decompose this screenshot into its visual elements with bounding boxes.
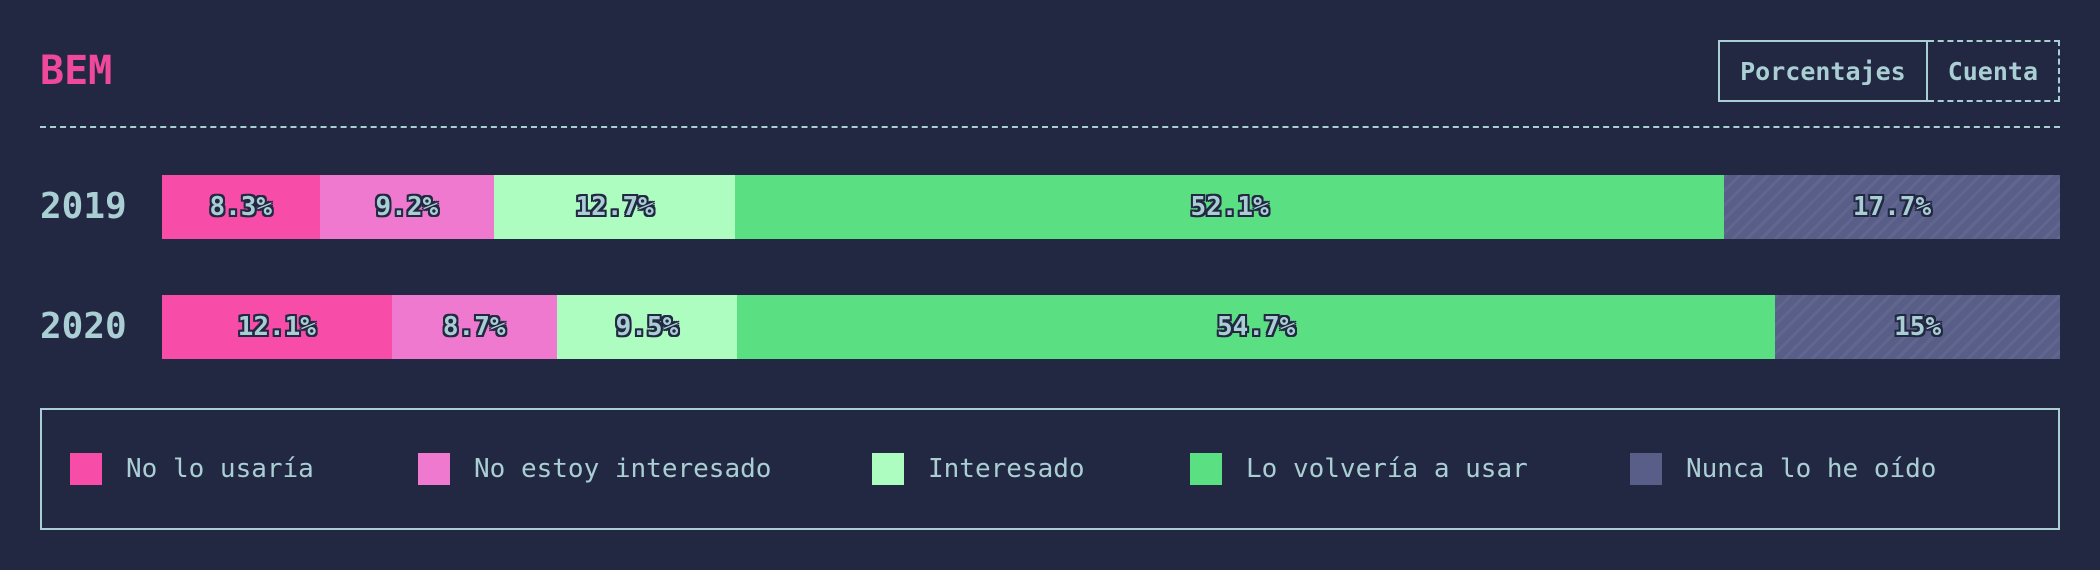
legend-item[interactable]: No lo usaría — [70, 410, 314, 528]
count-button[interactable]: Cuenta — [1927, 40, 2060, 102]
bar-segment[interactable]: 9.5% — [556, 295, 738, 359]
legend-swatch — [1630, 453, 1662, 485]
bar-segment[interactable]: 54.7% — [737, 295, 1776, 359]
chart-title: BEM — [40, 48, 113, 94]
data-label: 9.2% — [375, 192, 439, 222]
legend: No lo usaría No estoy interesado Interes… — [40, 408, 2060, 530]
legend-item[interactable]: Lo volvería a usar — [1190, 410, 1528, 528]
row-label: 2020 — [40, 306, 127, 347]
stacked-bar: 12.1% 8.7% 9.5% 54.7% 15% — [162, 295, 2060, 359]
bar-segment[interactable]: 15% — [1775, 295, 2060, 359]
bar-segment[interactable]: 52.1% — [735, 175, 1725, 239]
chart-header: BEM Porcentajes Cuenta — [40, 40, 2060, 128]
legend-label: Nunca lo he oído — [1686, 454, 1937, 484]
bar-segment[interactable]: 8.3% — [162, 175, 320, 239]
data-label: 8.3% — [209, 192, 273, 222]
data-label: 54.7% — [1217, 312, 1296, 342]
legend-swatch — [1190, 453, 1222, 485]
data-label: 52.1% — [1190, 192, 1269, 222]
legend-item[interactable]: No estoy interesado — [418, 410, 771, 528]
bar-segment[interactable]: 9.2% — [319, 175, 495, 239]
data-label: 15% — [1894, 312, 1942, 342]
bar-segment[interactable]: 12.7% — [494, 175, 736, 239]
stacked-bar: 8.3% 9.2% 12.7% 52.1% 17.7% — [162, 175, 2060, 239]
legend-label: No lo usaría — [126, 454, 314, 484]
bar-row: 2019 8.3% 9.2% 12.7% 52.1% 17.7% — [40, 175, 2060, 239]
bar-segment[interactable]: 8.7% — [391, 295, 557, 359]
legend-item[interactable]: Nunca lo he oído — [1630, 410, 1936, 528]
legend-swatch — [872, 453, 904, 485]
percentages-button[interactable]: Porcentajes — [1718, 40, 1928, 102]
bar-segment[interactable]: 17.7% — [1724, 175, 2060, 239]
legend-label: Lo volvería a usar — [1246, 454, 1528, 484]
bar-segment[interactable]: 12.1% — [162, 295, 392, 359]
data-label: 8.7% — [442, 312, 506, 342]
data-label: 12.7% — [575, 192, 654, 222]
data-label: 9.5% — [615, 312, 679, 342]
bar-row: 2020 12.1% 8.7% 9.5% 54.7% 15% — [40, 295, 2060, 359]
data-label: 17.7% — [1852, 192, 1932, 222]
view-toggle: Porcentajes Cuenta — [1718, 40, 2060, 102]
legend-label: No estoy interesado — [474, 454, 772, 484]
row-label: 2019 — [40, 186, 127, 227]
legend-label: Interesado — [928, 454, 1085, 484]
legend-swatch — [70, 453, 102, 485]
data-label: 12.1% — [237, 312, 316, 342]
legend-swatch — [418, 453, 450, 485]
legend-item[interactable]: Interesado — [872, 410, 1085, 528]
